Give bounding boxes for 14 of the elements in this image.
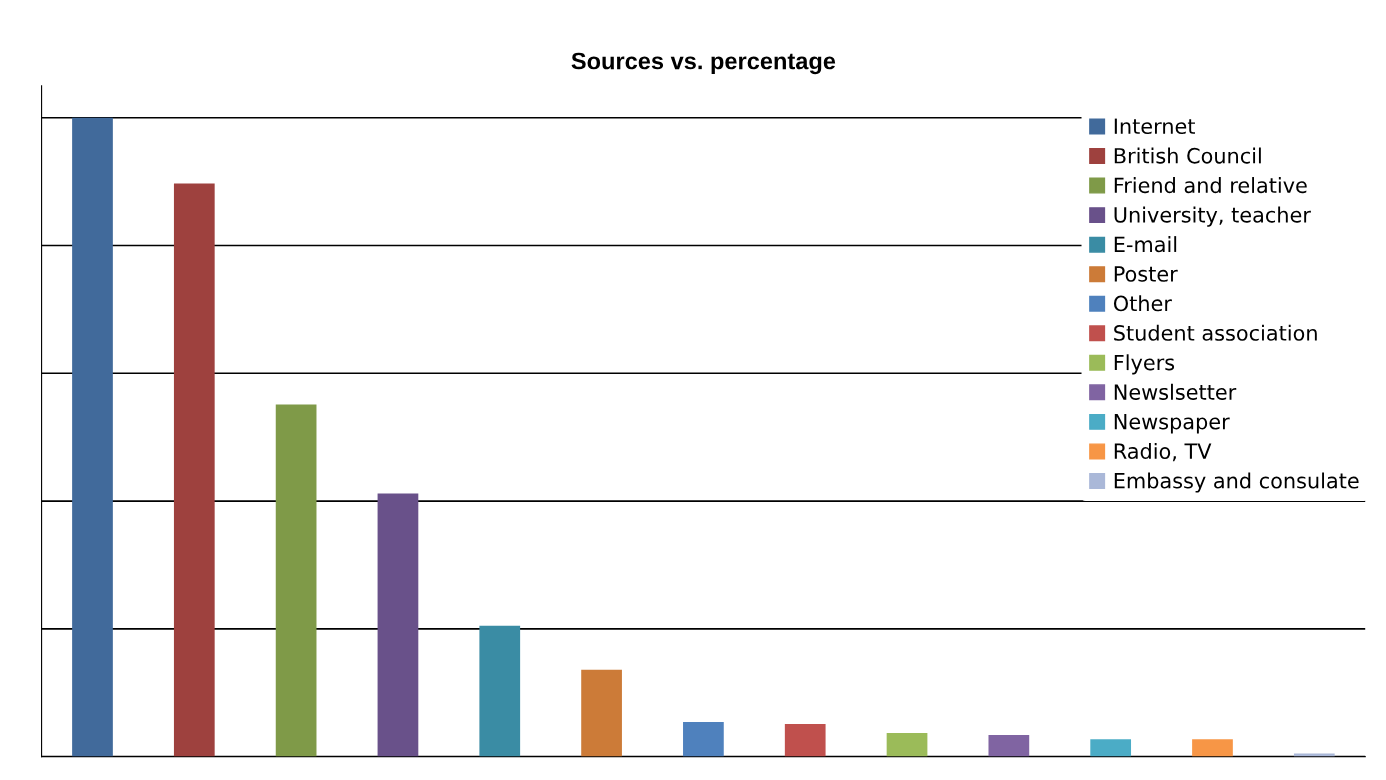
legend-label: E-mail xyxy=(1114,236,1177,253)
legend-label: Poster xyxy=(1114,266,1178,282)
legend-label: Newspaper xyxy=(1114,413,1230,434)
legend-label: Friend and relative xyxy=(1114,177,1307,194)
legend-label: Radio, TV xyxy=(1114,442,1212,462)
legend-label: Flyers xyxy=(1114,354,1175,375)
legend-label: Internet xyxy=(1114,118,1195,135)
chart-title: Sources vs. percentage xyxy=(571,52,836,75)
legend-label: British Council xyxy=(1114,147,1261,164)
legend-label: Other xyxy=(1113,295,1172,312)
legend-label: Student association xyxy=(1114,324,1317,341)
legend-label: Newslsetter xyxy=(1114,383,1237,400)
legend-label: University, teacher xyxy=(1114,206,1311,227)
legend-label: Embassy and consulate xyxy=(1114,472,1359,493)
